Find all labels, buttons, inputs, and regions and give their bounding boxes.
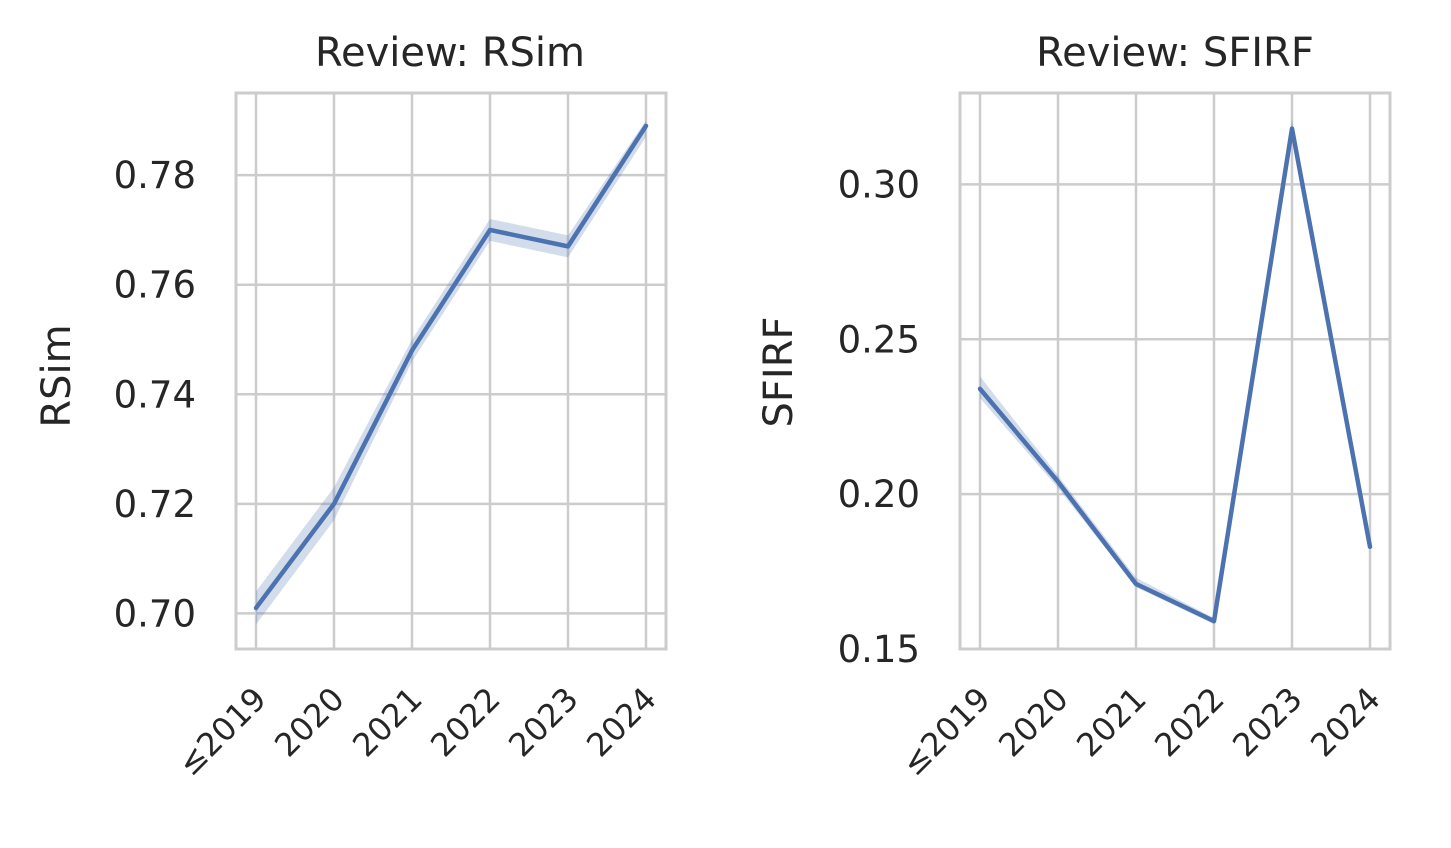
confidence-band <box>256 120 646 625</box>
ci-band <box>256 120 646 625</box>
plot-frame <box>234 91 668 651</box>
y-tick-label: 0.76 <box>114 264 196 307</box>
gridlines <box>960 93 1390 649</box>
ci-band <box>980 119 1370 625</box>
x-tick-label: 2021 <box>1069 680 1153 764</box>
y-tick-label: 0.20 <box>838 473 920 516</box>
y-axis-label: RSim <box>34 324 80 427</box>
x-tick-label: 2020 <box>991 680 1075 764</box>
y-tick-label: 0.72 <box>114 483 196 526</box>
x-tick-label: 2024 <box>579 680 663 764</box>
gridlines <box>236 93 666 649</box>
series-line-path <box>253 123 649 611</box>
y-tick-label: 0.78 <box>114 154 196 197</box>
chart-sfirf: Review: SFIRF SFIRF 0.15 0.20 0.25 0.30 ≤20… <box>756 30 1392 783</box>
y-tick-labels: 0.15 0.20 0.25 0.30 <box>838 163 920 671</box>
plot-frame <box>958 91 1392 651</box>
y-tick-label: 0.30 <box>838 163 920 206</box>
series-line <box>253 123 649 611</box>
y-tick-label: 0.74 <box>114 373 196 416</box>
axes-frame <box>958 91 1392 651</box>
x-tick-label: 2023 <box>1225 680 1309 764</box>
x-tick-label: 2021 <box>345 680 429 764</box>
x-tick-label: ≤2019 <box>170 680 273 783</box>
axes-frame <box>234 91 668 651</box>
y-tick-label: 0.15 <box>838 628 920 671</box>
x-tick-label: ≤2019 <box>894 680 997 783</box>
x-tick-label: 2023 <box>501 680 585 764</box>
chart-title: Review: RSim <box>315 30 585 76</box>
confidence-band <box>980 119 1370 625</box>
x-tick-label: 2020 <box>267 680 351 764</box>
y-tick-label: 0.70 <box>114 592 196 635</box>
x-tick-label: 2022 <box>1147 680 1231 764</box>
y-axis-label: SFIRF <box>756 317 802 428</box>
y-tick-label: 0.25 <box>838 318 920 361</box>
chart-rsim: Review: RSim RSim 0.70 0.72 0.74 0.76 0.78 ≤… <box>34 30 668 783</box>
series-line <box>977 126 1373 624</box>
x-tick-label: 2024 <box>1303 680 1387 764</box>
x-tick-label: 2022 <box>423 680 507 764</box>
y-tick-labels: 0.70 0.72 0.74 0.76 0.78 <box>114 154 196 635</box>
series-line-path <box>977 126 1373 624</box>
chart-title: Review: SFIRF <box>1036 30 1314 76</box>
